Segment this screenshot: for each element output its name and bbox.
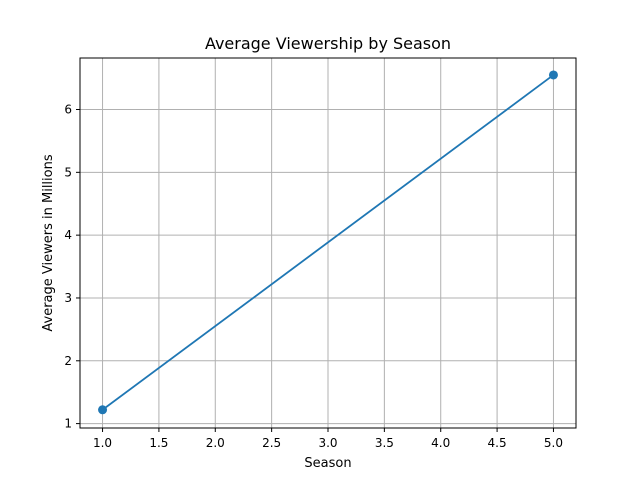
x-tick-label: 2.0 [206, 436, 225, 450]
y-tick-label: 4 [64, 228, 72, 242]
x-tick-label: 5.0 [544, 436, 563, 450]
x-tick-label: 1.5 [149, 436, 168, 450]
y-tick-label: 5 [64, 165, 72, 179]
y-tick-label: 6 [64, 103, 72, 117]
y-tick-label: 2 [64, 354, 72, 368]
data-point [98, 405, 108, 415]
x-axis-label: Season [304, 456, 351, 471]
x-tick-label: 3.5 [375, 436, 394, 450]
y-tick-label: 1 [64, 417, 72, 431]
chart-title: Average Viewership by Season [205, 34, 451, 53]
plot-frame [79, 57, 577, 429]
x-tick-label: 1.0 [93, 436, 112, 450]
data-series [98, 70, 558, 415]
x-tick-label: 3.0 [318, 436, 337, 450]
series-line [102, 74, 554, 411]
x-tick-label: 4.0 [431, 436, 450, 450]
axis-ticks: 1.0 1.5 2.0 2.5 3.0 3.5 4.0 4.5 5.0 1 2 3 4 5 6 [64, 103, 563, 450]
data-point [548, 70, 558, 80]
x-tick-label: 4.5 [488, 436, 507, 450]
y-axis-label: Average Viewers in Millions [41, 154, 56, 331]
x-tick-label: 2.5 [262, 436, 281, 450]
y-tick-label: 3 [64, 291, 72, 305]
